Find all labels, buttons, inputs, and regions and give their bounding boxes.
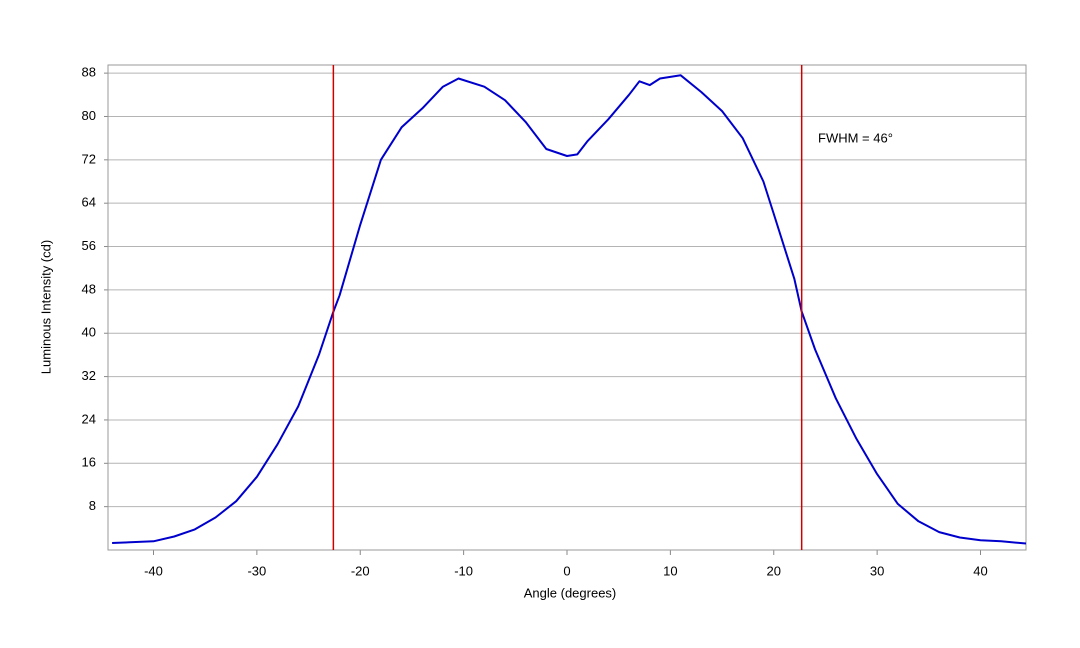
y-tick-label: 48	[82, 281, 96, 296]
x-tick-label: -30	[247, 563, 266, 578]
x-tick-label: -20	[351, 563, 370, 578]
x-tick-label: 0	[563, 563, 570, 578]
x-tick-label: -10	[454, 563, 473, 578]
x-tick-label: -40	[144, 563, 163, 578]
y-tick-label: 40	[82, 325, 96, 340]
annotation: FWHM = 46°	[818, 130, 893, 145]
x-tick-label: 40	[973, 563, 987, 578]
x-tick-label: 30	[870, 563, 884, 578]
x-tick-label: 10	[663, 563, 677, 578]
y-tick-label: 8	[89, 498, 96, 513]
x-axis-label: Angle (degrees)	[524, 585, 617, 600]
y-tick-label: 72	[82, 151, 96, 166]
y-tick-label: 56	[82, 238, 96, 253]
plot-frame	[107, 64, 1027, 551]
y-tick-label: 24	[82, 411, 96, 426]
y-tick-label: 16	[82, 455, 96, 470]
y-tick-label: 32	[82, 368, 96, 383]
y-axis-label: Luminous Intensity (cd)	[38, 240, 53, 374]
y-tick-label: 88	[82, 65, 96, 80]
y-tick-label: 64	[82, 195, 96, 210]
x-tick-label: 20	[767, 563, 781, 578]
line-series	[112, 74, 1027, 545]
y-tick-label: 80	[82, 108, 96, 123]
